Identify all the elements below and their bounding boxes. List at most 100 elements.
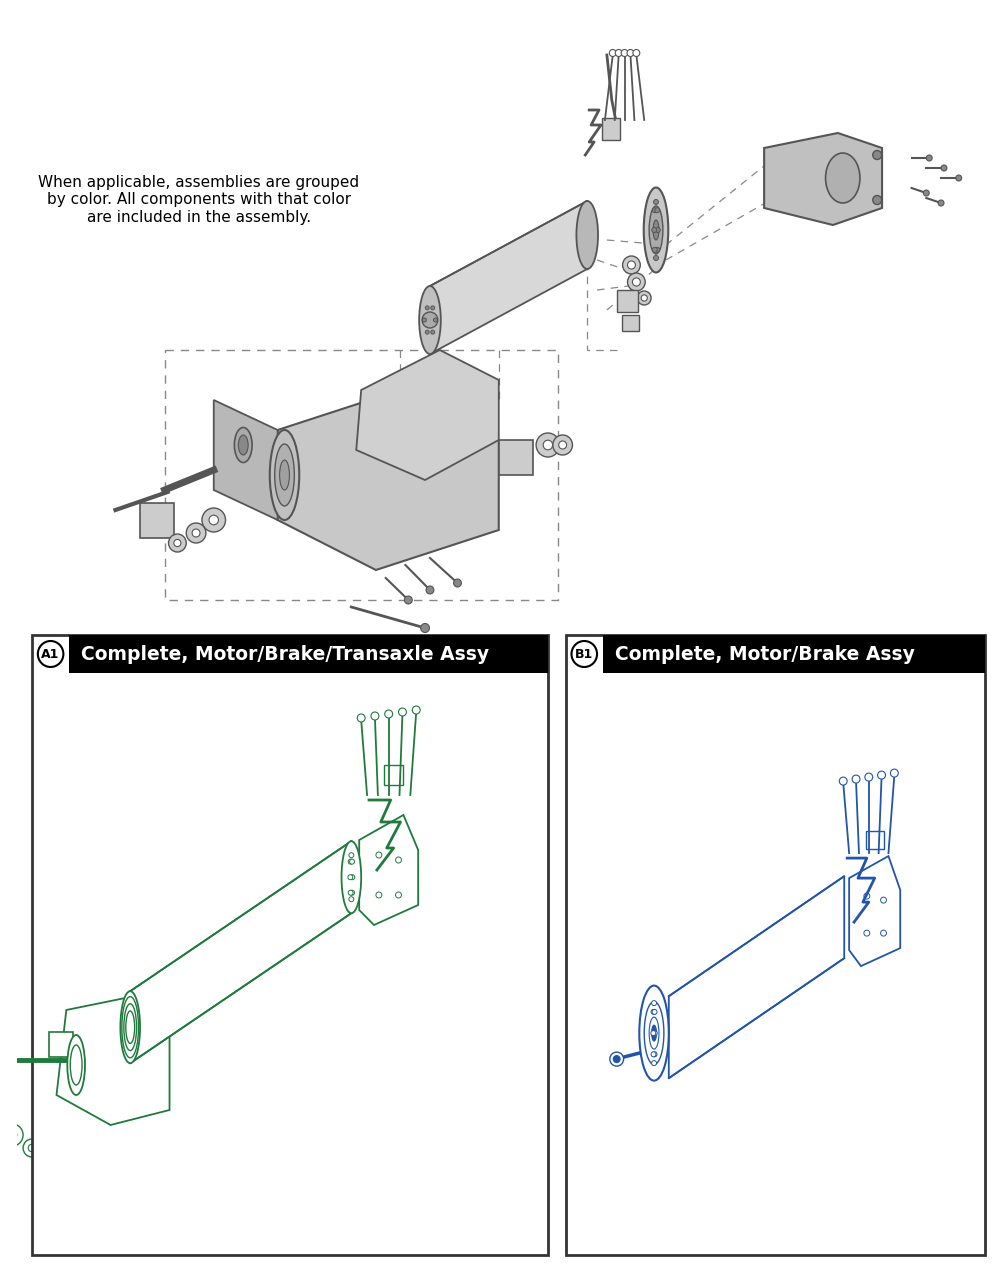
Circle shape [627,261,635,269]
Circle shape [38,641,63,666]
Circle shape [422,318,426,322]
Polygon shape [669,877,844,1078]
Circle shape [652,247,657,252]
Circle shape [425,331,429,334]
Circle shape [350,874,355,879]
Circle shape [654,199,658,204]
Bar [622,315,639,331]
Ellipse shape [342,841,361,914]
Circle shape [202,508,226,532]
Ellipse shape [419,286,441,353]
Text: Complete, Motor/Brake/Transaxle Assy: Complete, Motor/Brake/Transaxle Assy [81,645,489,664]
Circle shape [421,623,429,632]
Circle shape [621,49,628,57]
Polygon shape [278,390,499,570]
Text: When applicable, assemblies are grouped
by color. All components with that color: When applicable, assemblies are grouped … [38,175,360,224]
Circle shape [376,851,382,858]
Circle shape [543,440,553,450]
Circle shape [651,1030,656,1035]
Circle shape [425,837,451,863]
Ellipse shape [649,207,663,253]
Circle shape [448,855,457,864]
Bar [602,118,620,139]
Ellipse shape [826,153,860,203]
Circle shape [873,151,882,160]
Polygon shape [214,400,278,519]
Ellipse shape [275,443,294,506]
Circle shape [655,228,660,233]
Circle shape [623,256,640,274]
Circle shape [633,49,640,57]
Ellipse shape [238,435,248,455]
Circle shape [350,859,354,864]
Circle shape [941,165,947,171]
Bar [32,635,548,1256]
Polygon shape [56,995,170,1125]
Polygon shape [430,201,587,353]
Ellipse shape [122,997,139,1058]
Circle shape [613,1055,620,1063]
Ellipse shape [126,1011,135,1044]
Circle shape [412,706,420,715]
Circle shape [349,853,354,858]
Ellipse shape [234,427,252,462]
Ellipse shape [270,430,299,519]
Circle shape [938,200,944,207]
Text: Complete, Motor/Brake Assy: Complete, Motor/Brake Assy [615,645,915,664]
Ellipse shape [653,220,659,239]
Ellipse shape [649,1017,659,1049]
Circle shape [348,859,353,864]
Circle shape [28,1144,36,1152]
Circle shape [404,595,412,604]
Circle shape [396,892,401,898]
Circle shape [628,272,645,291]
Ellipse shape [67,1035,85,1095]
Circle shape [881,897,886,903]
Circle shape [652,1030,657,1035]
Circle shape [864,893,870,900]
Bar [617,290,638,312]
Circle shape [641,295,647,302]
Circle shape [357,715,365,722]
Circle shape [376,892,382,898]
Circle shape [349,897,354,902]
Ellipse shape [652,1025,657,1041]
Circle shape [442,849,463,870]
Circle shape [890,769,898,777]
Circle shape [209,516,218,525]
Circle shape [0,1107,5,1133]
Ellipse shape [639,986,669,1081]
Circle shape [432,845,443,855]
Circle shape [610,1052,624,1066]
Circle shape [651,1010,656,1015]
Circle shape [615,49,622,57]
Circle shape [186,523,206,544]
Bar [384,765,403,786]
Circle shape [348,874,353,879]
Circle shape [461,867,468,874]
Circle shape [396,856,401,863]
Circle shape [169,533,186,552]
Polygon shape [356,350,499,480]
Circle shape [926,155,932,161]
Circle shape [878,772,886,779]
Circle shape [536,433,560,457]
Circle shape [637,291,651,305]
Circle shape [553,435,572,455]
Ellipse shape [644,188,668,272]
Circle shape [426,587,434,594]
Circle shape [348,891,353,896]
Circle shape [864,930,870,936]
Ellipse shape [120,991,140,1063]
Circle shape [881,930,886,936]
Circle shape [627,49,634,57]
Bar [499,440,533,475]
Circle shape [652,208,657,213]
Bar [866,831,884,849]
Circle shape [350,891,354,896]
Text: B1: B1 [575,647,593,660]
Bar [140,503,174,538]
Circle shape [655,208,660,213]
Circle shape [431,305,435,310]
Circle shape [434,318,437,322]
